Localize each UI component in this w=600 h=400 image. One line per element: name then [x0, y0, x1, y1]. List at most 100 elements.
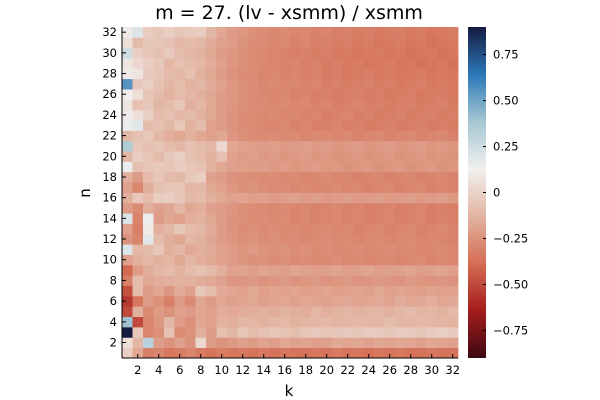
- heatmap-cell: [206, 78, 217, 90]
- heatmap-cell: [269, 109, 280, 121]
- heatmap-cell: [395, 109, 406, 121]
- heatmap-cell: [174, 171, 186, 183]
- heatmap-cell: [374, 202, 385, 214]
- heatmap-cell: [185, 213, 196, 224]
- x-tick-label: 20: [319, 363, 334, 377]
- heatmap-cell: [279, 223, 291, 235]
- heatmap-cell: [374, 171, 385, 183]
- heatmap-cell: [195, 120, 207, 131]
- heatmap-cell: [279, 130, 291, 142]
- heatmap-cell: [332, 316, 343, 328]
- heatmap-cell: [279, 275, 291, 286]
- heatmap-cell: [206, 27, 217, 38]
- heatmap-cell: [279, 27, 291, 38]
- heatmap-cell: [332, 213, 343, 224]
- heatmap-cell: [353, 120, 364, 131]
- heatmap-cell: [426, 233, 438, 245]
- heatmap-cell: [395, 233, 406, 245]
- heatmap-cell: [132, 140, 144, 152]
- heatmap-cell: [437, 213, 448, 224]
- heatmap-cell: [216, 89, 228, 100]
- heatmap-cell: [437, 140, 448, 152]
- heatmap-cell: [143, 68, 154, 80]
- heatmap-cell: [395, 316, 406, 328]
- heatmap-cell: [395, 213, 406, 224]
- y-axis-label: n: [76, 188, 94, 198]
- heatmap-cell: [227, 264, 238, 276]
- heatmap-cell: [426, 130, 438, 142]
- heatmap-cell: [237, 109, 249, 121]
- heatmap-cell: [216, 285, 228, 297]
- heatmap-cell: [300, 109, 312, 121]
- heatmap-cell: [206, 99, 217, 111]
- heatmap-cell: [153, 89, 165, 100]
- heatmap-cell: [185, 109, 196, 121]
- heatmap-cell: [269, 264, 280, 276]
- heatmap-cell: [363, 233, 375, 245]
- heatmap-cell: [311, 182, 322, 193]
- heatmap-cell: [290, 130, 301, 142]
- heatmap-cell: [132, 213, 144, 224]
- heatmap-cell: [227, 89, 238, 100]
- heatmap-cell: [447, 78, 459, 90]
- heatmap-cell: [374, 326, 385, 338]
- heatmap-cell: [290, 244, 301, 255]
- heatmap-cell: [374, 316, 385, 328]
- heatmap-cell: [164, 99, 175, 111]
- heatmap-cell: [258, 316, 270, 328]
- heatmap-cell: [227, 337, 238, 349]
- x-tick-label: 14: [256, 363, 271, 377]
- heatmap-cell: [374, 285, 385, 297]
- heatmap-cell: [374, 109, 385, 121]
- heatmap-cell: [164, 306, 175, 318]
- heatmap-cell: [216, 347, 228, 359]
- heatmap-cell: [237, 78, 249, 90]
- heatmap-cell: [132, 295, 144, 307]
- heatmap-cell: [237, 68, 249, 80]
- heatmap-cell: [248, 182, 259, 193]
- heatmap-cell: [290, 254, 301, 266]
- heatmap-cell: [332, 171, 343, 183]
- heatmap-cell: [300, 213, 312, 224]
- heatmap-cell: [195, 285, 207, 297]
- heatmap-cell: [258, 233, 270, 245]
- heatmap-cell: [353, 285, 364, 297]
- heatmap-cell: [374, 347, 385, 359]
- heatmap-cell: [416, 130, 427, 142]
- heatmap-cell: [248, 192, 259, 204]
- heatmap-cell: [363, 89, 375, 100]
- heatmap-cell: [174, 161, 186, 173]
- heatmap-cell: [279, 182, 291, 193]
- heatmap-cell: [143, 202, 154, 214]
- heatmap-cell: [290, 47, 301, 59]
- heatmap-cell: [269, 47, 280, 59]
- heatmap-cell: [132, 58, 144, 69]
- heatmap-cell: [353, 37, 364, 49]
- heatmap-cell: [353, 78, 364, 90]
- heatmap-cell: [227, 347, 238, 359]
- heatmap-cell: [321, 130, 333, 142]
- heatmap-cell: [216, 337, 228, 349]
- heatmap-cell: [269, 99, 280, 111]
- heatmap-cell: [174, 68, 186, 80]
- heatmap-cell: [122, 109, 133, 121]
- heatmap-cell: [447, 140, 459, 152]
- heatmap-cell: [206, 275, 217, 286]
- heatmap-cell: [426, 68, 438, 80]
- heatmap-cell: [426, 182, 438, 193]
- heatmap-cell: [342, 89, 354, 100]
- heatmap-cell: [416, 27, 427, 38]
- y-tick-label: 16: [102, 191, 117, 205]
- heatmap-cell: [174, 37, 186, 49]
- heatmap-cell: [174, 337, 186, 349]
- heatmap-cell: [143, 151, 154, 162]
- heatmap-cell: [248, 130, 259, 142]
- heatmap-cell: [269, 58, 280, 69]
- plot-frame: [121, 27, 458, 359]
- heatmap-cell: [332, 264, 343, 276]
- heatmap-cell: [321, 275, 333, 286]
- y-tick-label: 10: [102, 253, 117, 267]
- heatmap-cell: [237, 47, 249, 59]
- heatmap-cell: [300, 27, 312, 38]
- heatmap-cell: [342, 275, 354, 286]
